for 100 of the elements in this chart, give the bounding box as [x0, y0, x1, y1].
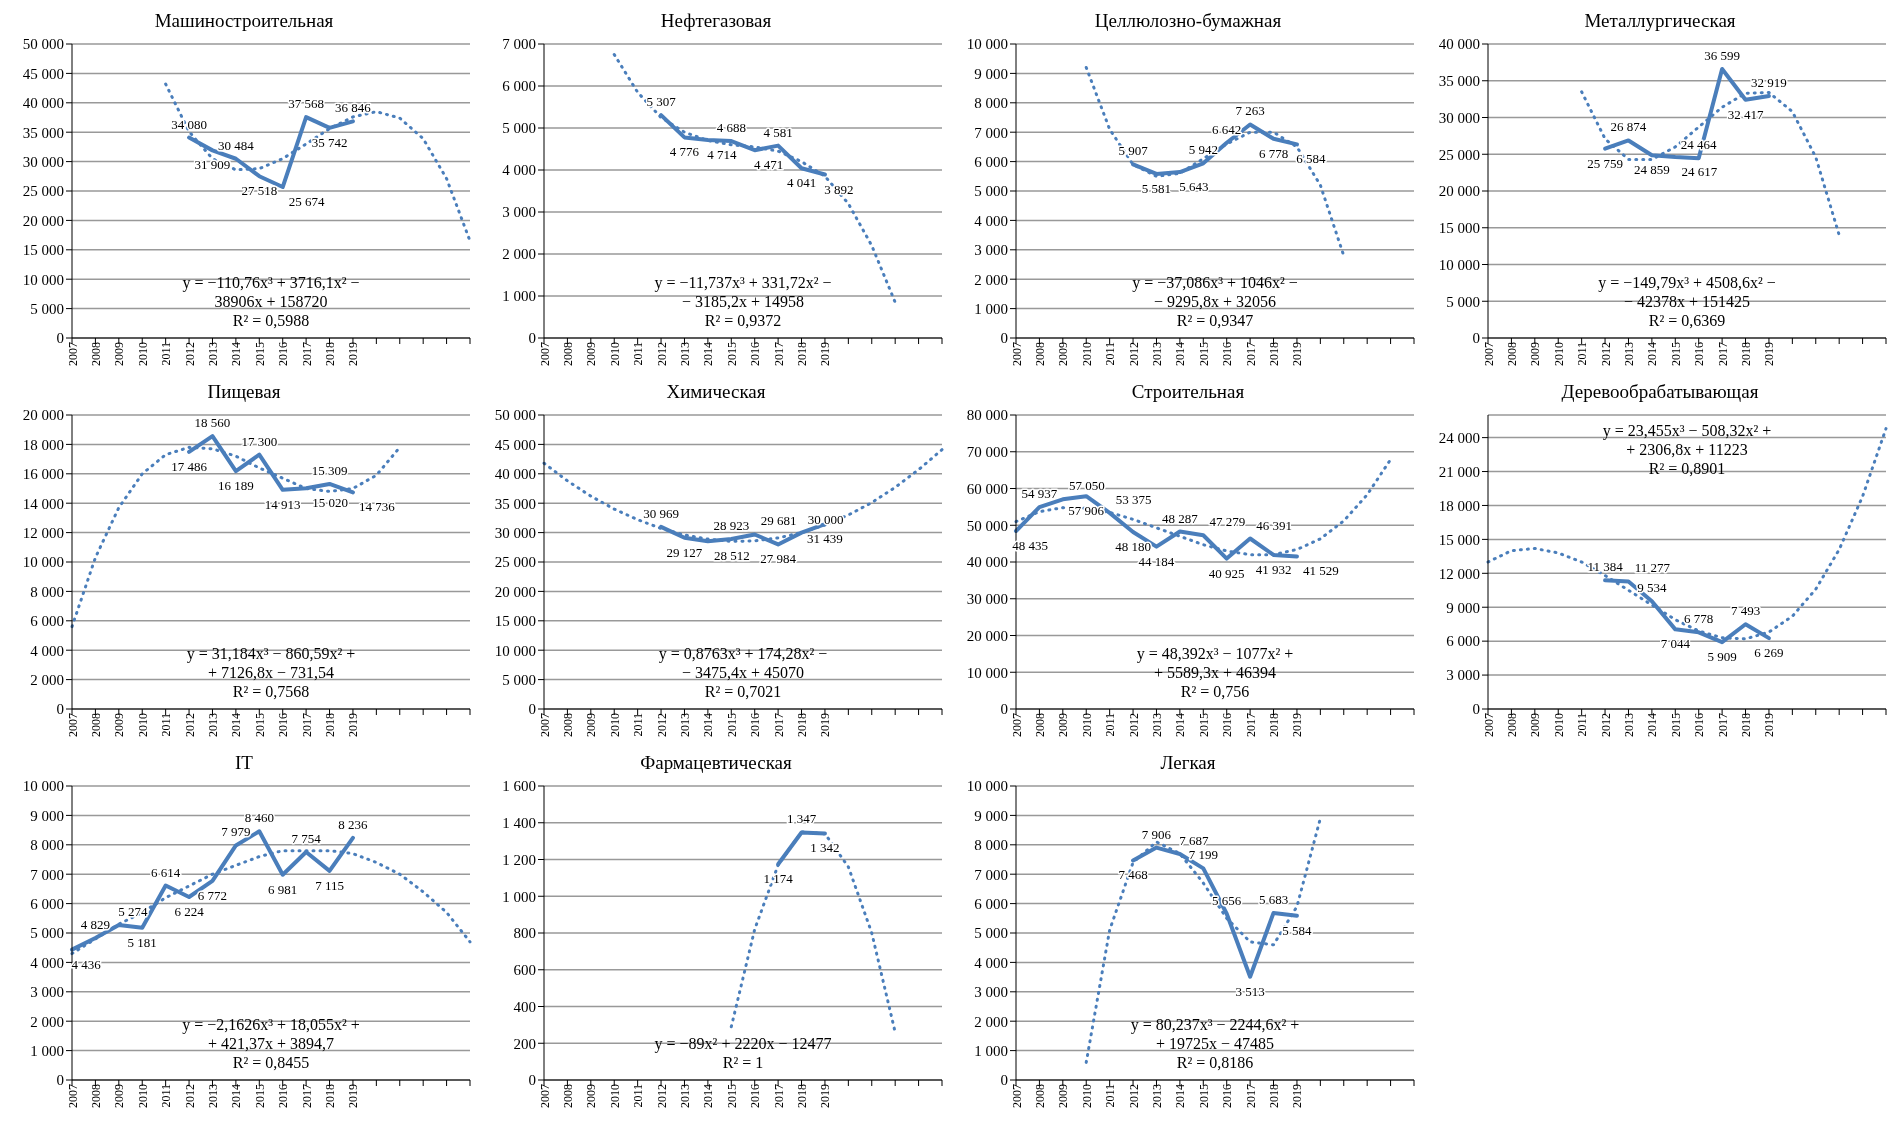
y-tick-label: 5 000 — [974, 183, 1008, 200]
data-label: 40 925 — [1208, 565, 1245, 581]
x-tick-label: 2019 — [1290, 342, 1305, 366]
data-label: 1 347 — [786, 811, 817, 827]
data-label: 6 224 — [174, 904, 205, 920]
annotation: − 3475,4x + 45070 — [681, 664, 805, 681]
x-tick-label: 2012 — [182, 1084, 197, 1108]
x-tick-label: 2011 — [159, 713, 174, 737]
x-tick-label: 2017 — [299, 1084, 314, 1108]
x-tick-label: 2013 — [1621, 713, 1636, 737]
y-tick-label: 10 000 — [966, 778, 1008, 795]
x-tick-label: 2018 — [1739, 342, 1754, 366]
y-tick-label: 1 000 — [974, 1042, 1008, 1059]
x-tick-label: 2012 — [1126, 342, 1141, 366]
y-tick-label: 9 000 — [974, 65, 1008, 82]
y-tick-label: 30 000 — [1438, 109, 1480, 126]
x-tick-label: 2013 — [1149, 1084, 1164, 1108]
x-tick-label: 2012 — [654, 1084, 669, 1108]
x-tick-label: 2010 — [607, 342, 622, 366]
data-label: 41 932 — [1255, 561, 1292, 577]
y-tick-label: 45 000 — [22, 65, 64, 82]
x-tick-label: 2008 — [560, 1084, 575, 1108]
y-tick-label: 5 000 — [30, 300, 64, 317]
data-label: 26 874 — [1610, 119, 1647, 135]
x-tick-label: 2018 — [323, 713, 338, 737]
x-tick-label: 2010 — [135, 1084, 150, 1108]
y-tick-label: 8 000 — [30, 837, 64, 854]
y-tick-label: 2 000 — [30, 1013, 64, 1030]
x-tick-label: 2019 — [346, 342, 361, 366]
y-tick-label: 2 000 — [30, 671, 64, 688]
y-tick-label: 3 000 — [30, 984, 64, 1001]
data-label: 30 969 — [643, 505, 679, 521]
y-tick-label: 3 000 — [502, 204, 536, 221]
x-tick-label: 2008 — [88, 1084, 103, 1108]
data-label: 14 913 — [264, 496, 301, 512]
line-series — [659, 113, 827, 177]
x-tick-label: 2018 — [795, 342, 810, 366]
y-tick-label: 20 000 — [1438, 183, 1480, 200]
x-tick-label: 2009 — [1056, 342, 1071, 366]
data-label: 53 375 — [1115, 491, 1152, 507]
data-label: 8 460 — [244, 810, 274, 826]
x-tick-label: 2012 — [182, 342, 197, 366]
y-tick-label: 20 000 — [22, 407, 64, 424]
x-tick-label: 2018 — [323, 1084, 338, 1108]
x-tick-label: 2012 — [1598, 342, 1613, 366]
data-label: 8 236 — [338, 816, 369, 832]
x-tick-label: 2018 — [1267, 713, 1282, 737]
data-label: 4 436 — [71, 956, 102, 972]
data-label: 7 906 — [1141, 826, 1172, 842]
x-tick-label: 2007 — [65, 342, 80, 366]
x-tick-label: 2007 — [1481, 713, 1496, 737]
y-tick-label: 0 — [1472, 330, 1480, 347]
annotation: + 7126,8x − 731,54 — [207, 664, 335, 681]
data-label: 11 384 — [1587, 559, 1624, 575]
data-label: 4 581 — [763, 124, 793, 140]
data-label: 37 568 — [288, 96, 324, 112]
x-tick-label: 2007 — [1009, 342, 1024, 366]
chart-title: Целлюлозно-бумажная — [1093, 9, 1283, 33]
x-tick-label: 2011 — [631, 1084, 646, 1108]
data-label: 3 892 — [824, 181, 854, 197]
y-tick-label: 6 000 — [974, 153, 1008, 170]
y-tick-label: 35 000 — [22, 124, 64, 141]
x-tick-label: 2011 — [1575, 342, 1590, 366]
y-tick-label: 40 000 — [966, 554, 1008, 571]
line-series — [1014, 457, 1393, 557]
x-tick-label: 2015 — [1196, 342, 1211, 366]
annotation: R² = 0,6369 — [1648, 312, 1726, 329]
x-tick-label: 2015 — [1668, 713, 1683, 737]
y-tick-label: 0 — [1000, 330, 1008, 347]
data-label: 7 199 — [1188, 847, 1218, 863]
x-tick-label: 2015 — [724, 1084, 739, 1108]
y-tick-label: 16 000 — [22, 466, 64, 483]
x-tick-label: 2015 — [252, 1084, 267, 1108]
y-tick-label: 70 000 — [966, 444, 1008, 461]
annotation: R² = 1 — [722, 1054, 764, 1071]
y-tick-label: 30 000 — [494, 524, 536, 541]
annotation: y = 0,8763x³ + 174,28x² − — [658, 645, 828, 662]
x-tick-label: 2008 — [1504, 713, 1519, 737]
chart-title: Строительная — [1130, 380, 1246, 404]
annotation: R² = 0,9347 — [1176, 312, 1254, 329]
annotation: + 5589,3x + 46394 — [1153, 664, 1277, 681]
chart-title: Деревообрабатывающая — [1560, 380, 1760, 404]
x-tick-label: 2007 — [65, 713, 80, 737]
x-tick-label: 2011 — [1103, 1084, 1118, 1108]
y-tick-label: 0 — [1000, 1072, 1008, 1089]
x-tick-label: 2007 — [537, 1084, 552, 1108]
data-label: 4 714 — [707, 147, 738, 163]
chart-title: Пищевая — [206, 380, 282, 404]
x-tick-label: 2017 — [299, 713, 314, 737]
y-tick-label: 7 000 — [502, 36, 536, 53]
data-label: 29 681 — [760, 513, 797, 529]
y-tick-label: 0 — [528, 330, 536, 347]
data-label: 5 584 — [1282, 922, 1313, 938]
data-label: 11 277 — [1634, 560, 1671, 576]
x-tick-label: 2010 — [135, 342, 150, 366]
y-tick-label: 45 000 — [494, 436, 536, 453]
x-tick-label: 2017 — [1715, 713, 1730, 737]
y-tick-label: 15 000 — [1438, 531, 1480, 548]
y-tick-label: 24 000 — [1438, 429, 1480, 446]
data-label: 29 127 — [666, 544, 703, 560]
